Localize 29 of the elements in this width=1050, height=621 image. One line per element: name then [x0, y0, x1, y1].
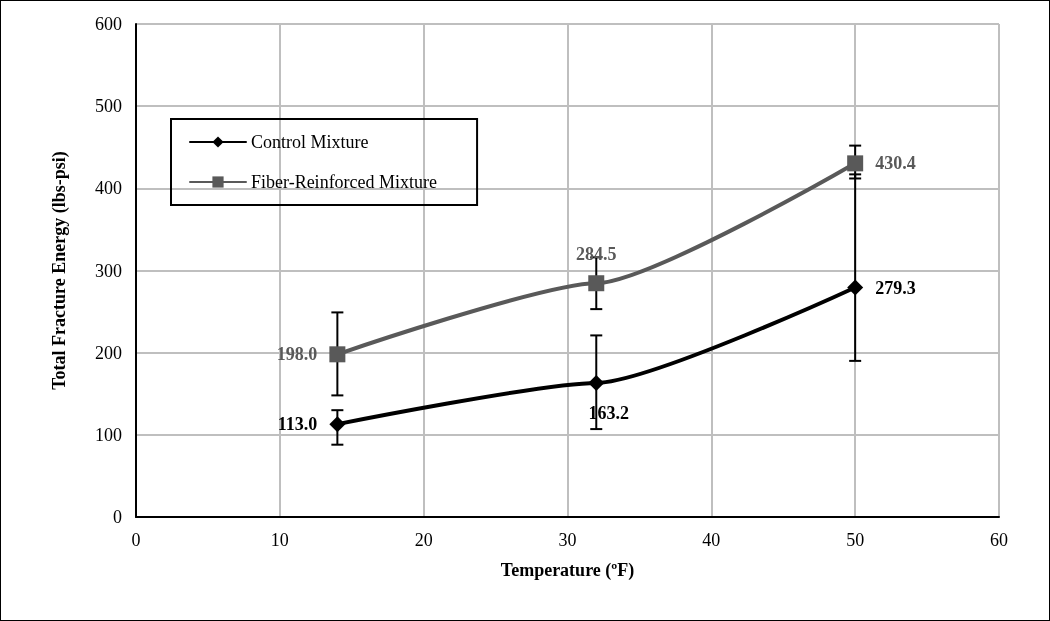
x-tick-label: 0: [131, 530, 141, 550]
data-label: 198.0: [276, 344, 318, 365]
point: [588, 275, 605, 292]
y-tick-label: 200: [95, 342, 122, 363]
data-label: 279.3: [875, 277, 916, 298]
x-tick-label: 30: [558, 530, 577, 550]
point: [847, 155, 864, 172]
y-tick-label: 300: [95, 260, 122, 281]
point: [329, 346, 346, 363]
legend-label: Fiber-Reinforced Mixture: [251, 172, 438, 192]
x-tick-label: 40: [702, 530, 721, 550]
point: [847, 279, 864, 296]
point: [329, 416, 346, 433]
data-label: 113.0: [277, 414, 318, 435]
y-tick-label: 400: [95, 178, 122, 199]
x-tick-label: 50: [846, 530, 865, 550]
x-tick-label: 20: [414, 530, 433, 550]
x-tick-label: 10: [270, 530, 289, 550]
x-axis-title: Temperature (ºF): [500, 560, 635, 581]
data-label: 430.4: [875, 153, 916, 174]
y-axis-title: Total Fracture Energy (lbs-psi): [49, 151, 70, 390]
y-tick-label: 600: [95, 14, 122, 34]
point: [588, 374, 605, 391]
legend-label: Control Mixture: [251, 132, 369, 152]
y-tick-label: 100: [95, 424, 122, 445]
y-tick-label: 0: [113, 507, 122, 527]
data-label: 284.5: [576, 244, 617, 265]
x-tick-label: 60: [990, 530, 1008, 550]
y-tick-label: 500: [95, 96, 122, 117]
